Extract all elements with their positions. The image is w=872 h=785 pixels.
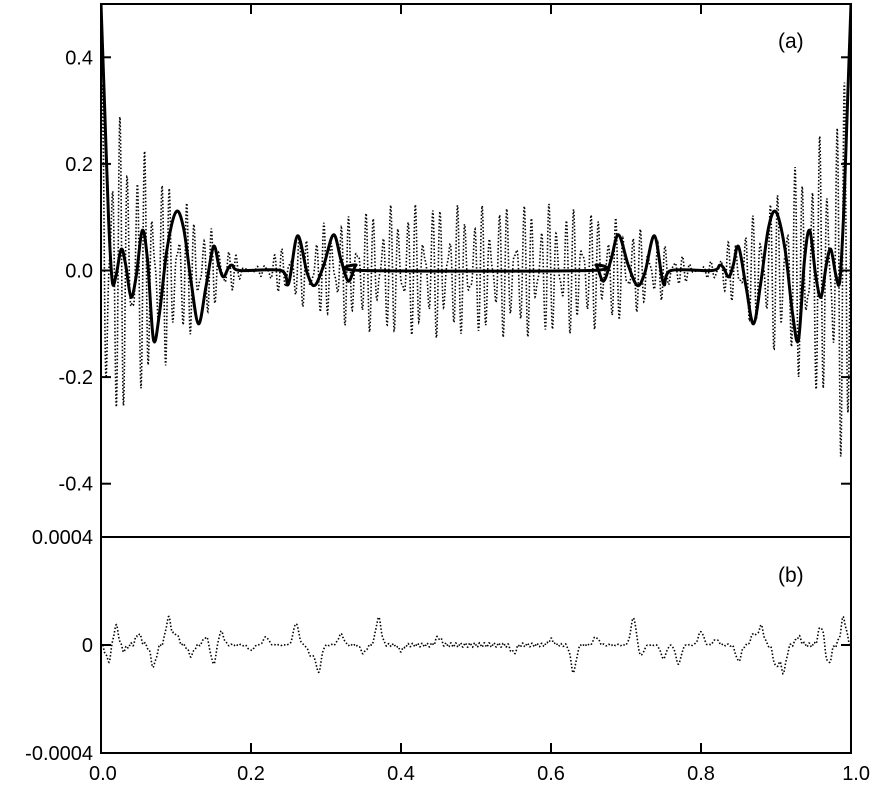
solid-series-line (101, 4, 851, 344)
y-tick-label: -0.0004 (25, 743, 93, 765)
x-tick-label: 1.0 (842, 763, 870, 785)
x-tick-label: 0.0 (89, 763, 117, 785)
panel-b: -0.0004 0 0.0004 0.0 0.2 0.4 0.6 0.8 1.0 (b) (25, 4, 870, 785)
x-tick-label: 0.2 (237, 763, 265, 785)
panel-a-solid-series (101, 4, 851, 344)
panel-b-dotted-series (101, 615, 851, 675)
panel-a-dotted-series (101, 82, 851, 457)
panel-a-y-ticks: -0.4 -0.2 0.0 0.2 0.4 (59, 47, 851, 496)
y-tick-label: -0.4 (59, 474, 93, 496)
x-tick-label: 0.4 (387, 763, 415, 785)
panel-b-y-ticks: -0.0004 0 0.0004 (25, 527, 851, 765)
panel-b-label: (b) (778, 564, 804, 587)
x-tick-label: 0.6 (537, 763, 565, 785)
y-tick-label: 0.0004 (32, 527, 93, 549)
panel-a: -0.4 -0.2 0.0 0.2 0.4 (a) (59, 3, 852, 538)
panel-b-x-ticks: 0.0 0.2 0.4 0.6 0.8 1.0 (89, 4, 870, 785)
y-tick-label: 0 (82, 635, 93, 657)
y-tick-label: 0.2 (65, 154, 93, 176)
dotted-series-line (101, 82, 851, 457)
y-tick-label: 0.4 (65, 47, 93, 69)
panel-a-label: (a) (778, 30, 804, 53)
y-tick-label: -0.2 (59, 367, 93, 389)
x-tick-label: 0.8 (687, 763, 715, 785)
y-tick-label: 0.0 (65, 261, 93, 283)
residual-series-line (101, 615, 851, 675)
